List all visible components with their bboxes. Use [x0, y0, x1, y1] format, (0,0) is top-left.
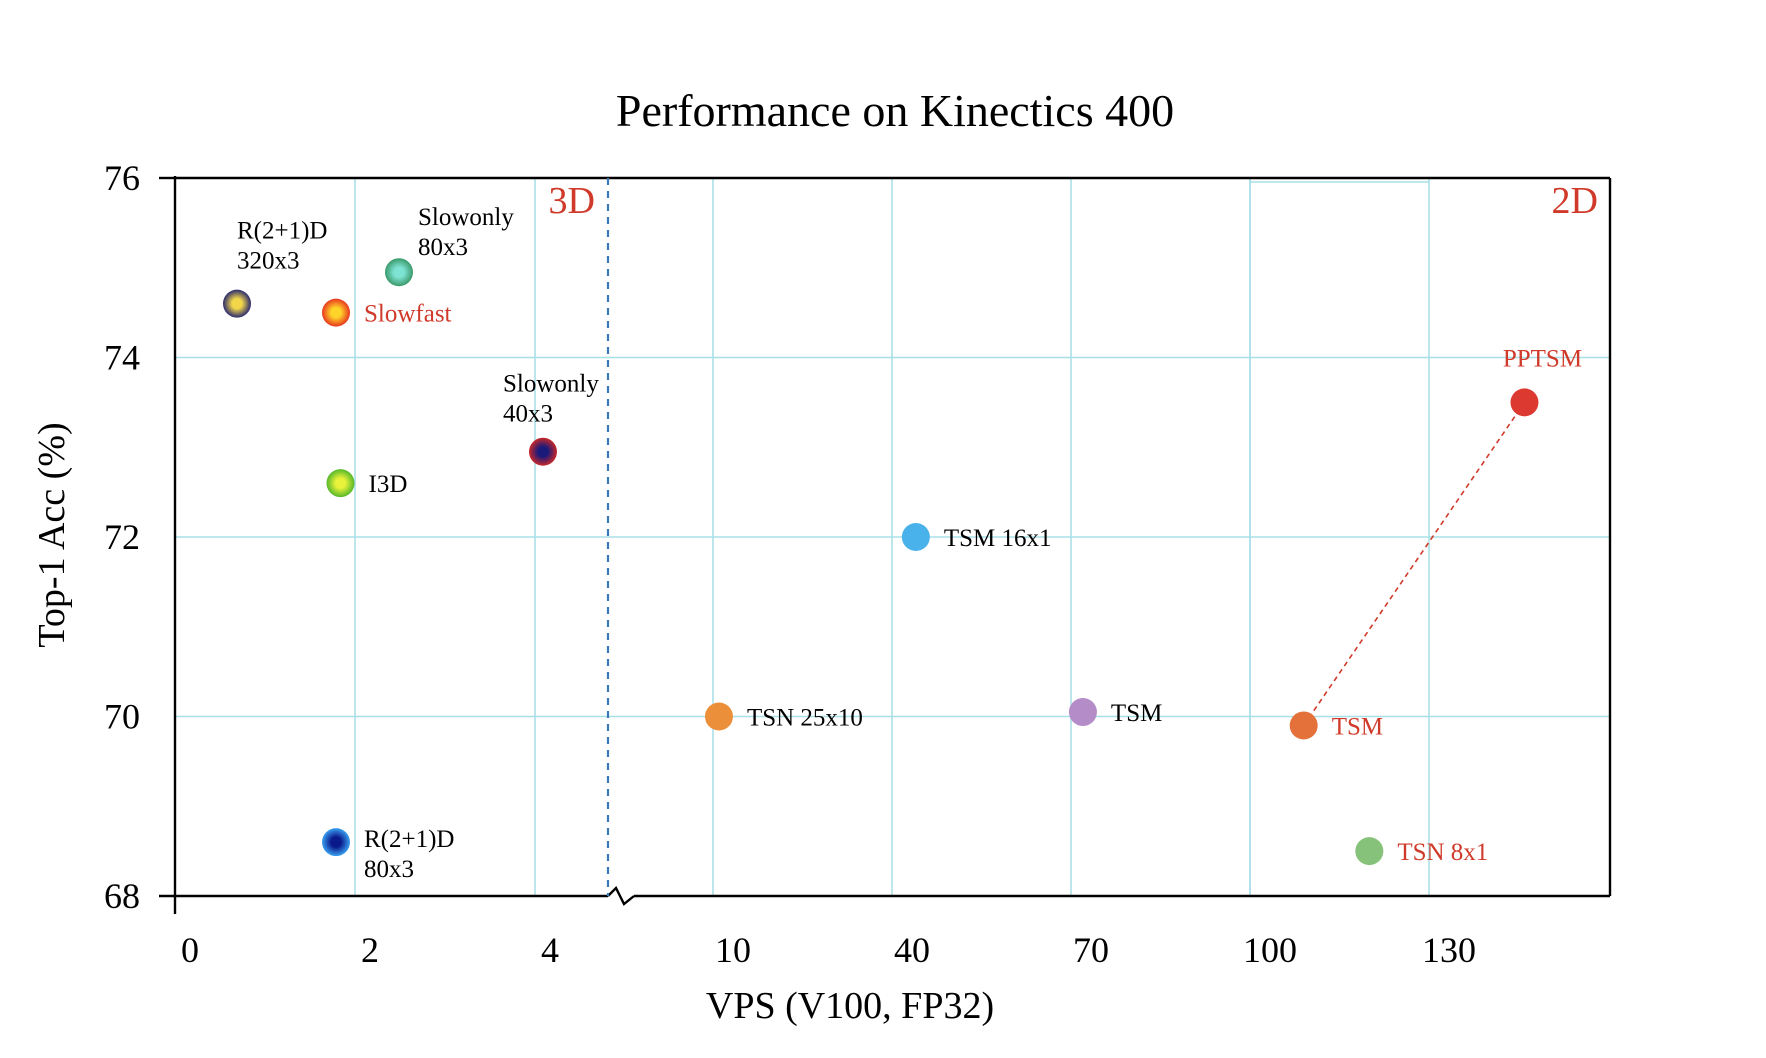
region-label-3d: 3D	[549, 180, 595, 222]
region-label-2d: 2D	[1552, 180, 1598, 222]
point-labels: R(2+1)D 320x3 Slowfast Slowonly 80x3 I3D Slowo…	[237, 204, 1582, 883]
point-label: R(2+1)D 320x3	[237, 218, 327, 275]
data-point	[322, 298, 350, 327]
data-point	[322, 828, 350, 857]
data-points	[223, 258, 1539, 866]
y-tick-label: 76	[104, 158, 140, 198]
point-label: PPTSM	[1503, 345, 1582, 372]
data-point	[1068, 698, 1097, 727]
connector-line	[1303, 401, 1526, 726]
data-point	[704, 702, 733, 731]
point-label: Slowonly 40x3	[503, 371, 599, 428]
data-point	[326, 469, 355, 498]
point-label: TSM 16x1	[944, 525, 1052, 552]
axis-break	[607, 885, 635, 906]
x-tick-label: 70	[1073, 930, 1109, 970]
grid	[175, 178, 1610, 896]
point-label: Slowonly 80x3	[418, 204, 514, 261]
x-tick-label: 10	[715, 930, 751, 970]
data-point	[1510, 388, 1539, 417]
point-label: TSN 8x1	[1397, 839, 1488, 866]
chart-title: Performance on Kinectics 400	[616, 85, 1174, 136]
data-point	[1355, 837, 1384, 866]
y-tick-label: 68	[104, 876, 140, 916]
point-label: TSN 25x10	[747, 705, 863, 732]
x-tick-label: 130	[1422, 930, 1476, 970]
x-axis-label: VPS (V100, FP32)	[706, 985, 994, 1027]
point-label: I3D	[369, 471, 408, 498]
point-label: Slowfast	[364, 301, 452, 328]
point-label: TSM	[1111, 700, 1162, 727]
y-tick-label: 74	[104, 338, 140, 378]
data-point	[901, 523, 930, 551]
data-point	[223, 289, 251, 318]
x-tick-label: 40	[894, 930, 930, 970]
point-label: R(2+1)D 80x3	[364, 826, 454, 883]
x-tick-label: 4	[541, 930, 559, 970]
y-tick-label: 72	[104, 517, 140, 557]
x-tick-label: 100	[1243, 930, 1297, 970]
y-axis-label: Top-1 Acc (%)	[31, 422, 73, 647]
x-tick-label: 0	[181, 930, 199, 970]
data-point	[529, 437, 557, 466]
axes: 68 70 72 74 76 0 2 4 10 40 70 100 130 3D 2D	[104, 158, 1612, 970]
point-label: TSM	[1332, 713, 1383, 740]
x-tick-label: 2	[361, 930, 379, 970]
y-tick-label: 70	[104, 697, 140, 737]
data-point	[1289, 711, 1318, 740]
connectors	[1303, 401, 1526, 726]
data-point	[385, 258, 413, 287]
